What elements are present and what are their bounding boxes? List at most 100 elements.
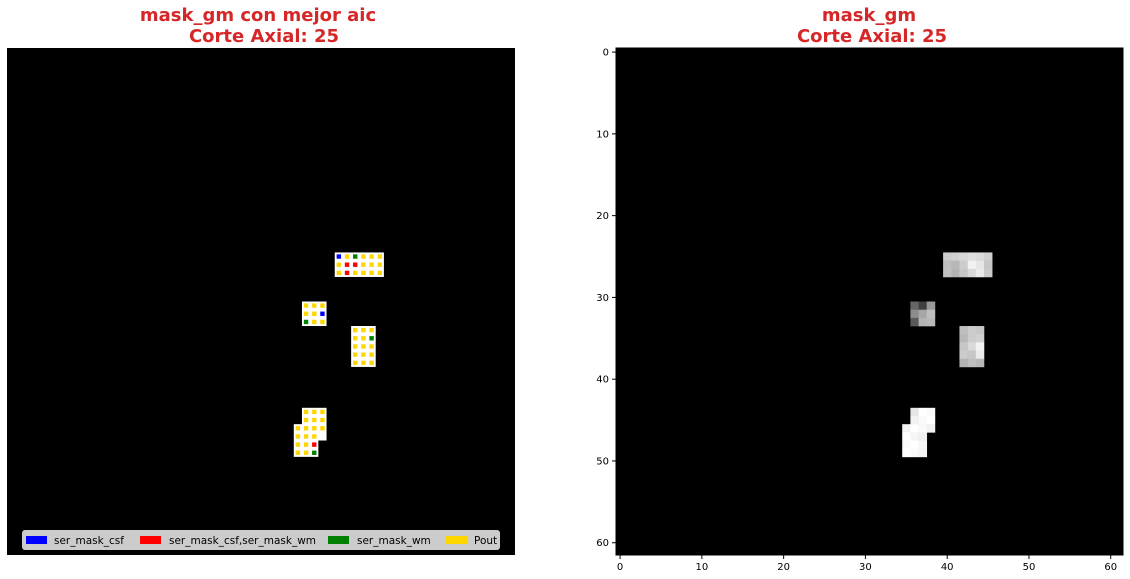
y-tick-label: 10 (596, 129, 609, 140)
right-cell (959, 350, 968, 360)
left-voxel-marker (303, 303, 309, 308)
left-voxel-marker (353, 270, 358, 276)
right-cell-layer (902, 252, 993, 458)
left-voxel-marker (320, 319, 325, 325)
legend-swatch-ser-mask-csf-wm (140, 536, 161, 544)
left-voxel-marker (320, 311, 325, 316)
right-cell (975, 350, 985, 360)
legend-label-ser-mask-csf-wm: ser_mask_csf,ser_mask_wm (169, 535, 316, 547)
left-voxel-marker (369, 352, 374, 357)
right-cell (910, 424, 919, 433)
y-tick-label: 30 (596, 293, 609, 304)
left-voxel-marker (320, 303, 325, 308)
left-voxel-marker (377, 270, 383, 276)
left-voxel-marker (353, 352, 358, 357)
right-subtitle: Corte Axial: 25 (797, 26, 947, 47)
right-image-background (616, 48, 1123, 555)
right-cell (967, 268, 977, 278)
y-tick-label: 50 (596, 456, 609, 467)
left-voxel-marker (312, 409, 317, 415)
left-region-0 (334, 252, 384, 277)
legend-swatch-pout (446, 536, 467, 544)
legend-label-ser-mask-wm: ser_mask_wm (357, 535, 431, 547)
y-tick-label: 0 (603, 48, 609, 59)
left-voxel-marker (344, 262, 350, 267)
y-tick-label: 20 (596, 211, 609, 222)
left-image-background (7, 48, 515, 555)
right-cell (902, 440, 911, 449)
left-voxel-marker (295, 434, 301, 439)
right-cell (910, 309, 919, 319)
right-cell (926, 424, 936, 433)
right-cell (959, 268, 968, 278)
right-cell (959, 342, 968, 351)
right-cell (967, 342, 977, 351)
x-tick-label: 50 (1023, 562, 1036, 573)
left-voxel-marker (361, 336, 366, 341)
left-voxel-marker (361, 360, 366, 366)
x-tick-label: 0 (617, 562, 623, 573)
right-axes-frame (615, 47, 1124, 556)
right-x-axis: 0 10 20 30 40 50 60 (617, 555, 1117, 573)
right-cell (951, 260, 960, 270)
right-cell (967, 334, 977, 343)
left-panel: mask_gm con mejor aic Corte Axial: 25 se… (7, 5, 515, 555)
right-cell (918, 407, 928, 417)
left-voxel-marker (295, 442, 301, 447)
right-cell (918, 309, 928, 319)
right-cell (918, 440, 928, 449)
left-voxel-marker (353, 254, 358, 259)
right-cell (975, 268, 985, 278)
right-cell (910, 301, 919, 310)
left-voxel-marker (295, 450, 301, 455)
right-cell (943, 252, 952, 261)
left-title: mask_gm con mejor aic (140, 5, 376, 26)
right-cell (975, 260, 985, 270)
left-voxel-marker (369, 360, 374, 366)
legend-swatch-ser-mask-csf (26, 536, 47, 544)
right-cell (967, 326, 977, 335)
left-voxel-marker (336, 254, 342, 259)
legend: ser_mask_csf ser_mask_csf,ser_mask_wm se… (22, 530, 500, 550)
legend-background (22, 530, 500, 550)
left-voxel-marker (336, 262, 342, 267)
left-voxel-marker (361, 352, 366, 357)
left-voxel-layer (295, 254, 383, 455)
x-tick-label: 20 (777, 562, 790, 573)
left-voxel-marker (320, 409, 325, 415)
right-cell (975, 358, 985, 368)
left-voxel-marker (303, 409, 309, 415)
legend-swatch-ser-mask-wm (328, 536, 349, 544)
left-voxel-marker (344, 254, 350, 259)
right-cell (910, 317, 919, 327)
left-voxel-marker (303, 442, 309, 447)
legend-label-ser-mask-csf: ser_mask_csf (54, 535, 124, 547)
left-voxel-marker (336, 270, 342, 276)
y-tick-label: 40 (596, 375, 609, 386)
left-voxel-marker (361, 270, 366, 276)
right-cell (902, 448, 911, 458)
right-cell (926, 407, 936, 417)
right-panel: mask_gm Corte Axial: 25 0 10 20 30 40 50 60 0 1… (596, 5, 1124, 573)
right-cell (943, 268, 952, 278)
left-voxel-marker (369, 344, 374, 349)
right-cell (983, 260, 993, 270)
right-cell (926, 415, 936, 425)
x-tick-label: 40 (941, 562, 954, 573)
right-cell (951, 268, 960, 278)
left-voxel-marker (320, 417, 325, 423)
left-voxel-marker (361, 254, 366, 259)
right-y-axis: 0 10 20 30 40 50 60 (596, 48, 616, 549)
right-cell (967, 358, 977, 368)
left-voxel-marker (353, 344, 358, 349)
left-voxel-marker (312, 417, 317, 423)
left-voxel-marker (369, 262, 374, 267)
left-voxel-marker (320, 426, 325, 431)
left-voxel-marker (312, 311, 317, 316)
right-cell (983, 268, 993, 278)
right-cell (910, 407, 919, 417)
right-cell (918, 301, 928, 310)
left-voxel-marker (312, 303, 317, 308)
right-cell (959, 334, 968, 343)
